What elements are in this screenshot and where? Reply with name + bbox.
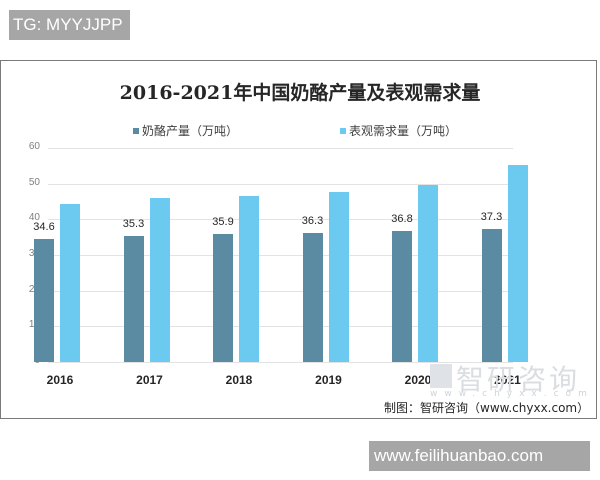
data-label: 34.6 (33, 220, 55, 233)
gridline (48, 362, 513, 363)
gridline (48, 290, 513, 292)
y-tick-label: 40 (28, 212, 40, 224)
data-label: 36.8 (391, 212, 413, 225)
gridline (48, 255, 513, 256)
bar-production (123, 236, 144, 362)
x-tick-label: 2018 (225, 373, 253, 387)
data-label: 36.3 (301, 214, 324, 227)
watermark-logo-icon (430, 364, 452, 388)
gridline (48, 183, 513, 185)
watermark-tag-top: TG: MYYJJPP (9, 10, 130, 40)
bar-production (302, 232, 323, 362)
legend-item-production: 奶酪产量（万吨） (133, 122, 238, 139)
bar-demand (60, 203, 80, 362)
data-label: 35.9 (212, 215, 234, 228)
plot-area: 34.6 35.3 35.9 36.3 36.8 37.3 (33, 148, 528, 363)
bar-demand (328, 191, 349, 362)
gridline (48, 326, 513, 328)
y-tick-label: 60 (28, 141, 40, 152)
x-tick-label: 2020 (404, 373, 432, 387)
bar-demand (239, 195, 259, 362)
watermark-url: www.chyxx.com (430, 389, 594, 399)
watermark-tag-bottom: www.feilihuanbao.com (369, 441, 590, 471)
x-tick-label: 2017 (136, 373, 163, 387)
bar-production (213, 233, 233, 362)
legend-swatch-production (133, 127, 139, 134)
legend-label-production: 奶酪产量（万吨） (142, 124, 239, 138)
gridline (48, 219, 513, 221)
bar-production (392, 230, 412, 362)
bar-demand (149, 197, 170, 362)
y-tick-label: 50 (28, 176, 40, 188)
watermark-text: 智研咨询 (456, 363, 581, 396)
x-tick-label: 2016 (46, 373, 74, 387)
legend-swatch-demand (340, 127, 346, 134)
chart-source: 制图：智研咨询（www.chyxx.com） (384, 401, 590, 415)
bar-demand (507, 165, 528, 362)
data-label: 35.3 (122, 218, 145, 231)
legend-item-demand: 表观需求量（万吨） (340, 122, 457, 139)
chart-frame-left-border (0, 60, 1, 419)
x-tick-label: 2019 (315, 373, 342, 387)
gridline (48, 148, 513, 149)
data-label: 37.3 (480, 210, 503, 223)
bar-demand (418, 184, 438, 362)
chart-title: 2016-2021年中国奶酪产量及表观需求量 (119, 82, 481, 104)
bar-production (481, 228, 502, 362)
legend-label-demand: 表观需求量（万吨） (349, 124, 458, 138)
bar-production (34, 238, 54, 362)
x-tick-label: 2021 (494, 373, 521, 387)
